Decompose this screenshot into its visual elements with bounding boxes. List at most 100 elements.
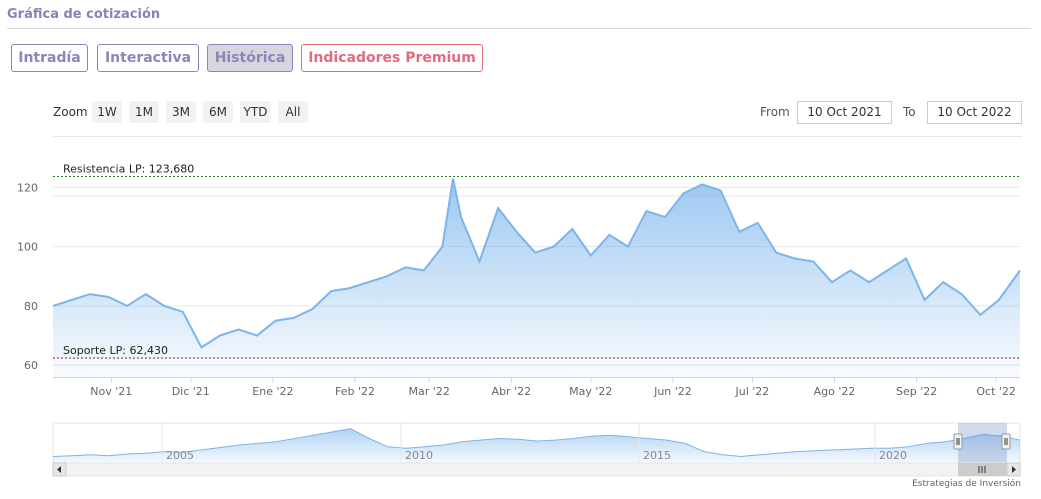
x-tick-label: Mar '22 <box>409 385 450 398</box>
navigator-tick-label: 2020 <box>879 449 907 462</box>
price-point <box>52 305 54 307</box>
price-point <box>534 251 536 253</box>
price-point <box>441 245 443 247</box>
navigator-line <box>52 428 1021 458</box>
x-tick-label: Jul '22 <box>735 385 770 398</box>
price-point <box>831 281 833 283</box>
to-date-input[interactable]: 10 Oct 2022 <box>927 101 1022 124</box>
navigator-handle-left[interactable] <box>953 433 963 450</box>
scrollbar-track[interactable] <box>52 462 1021 477</box>
navigator-tick-label: 2005 <box>166 449 194 462</box>
tab-historica[interactable]: Histórica <box>207 44 293 72</box>
price-point <box>664 216 666 218</box>
navigator-area <box>53 428 1020 463</box>
zoom-label: Zoom <box>53 105 88 119</box>
price-point <box>107 296 109 298</box>
price-point <box>812 260 814 262</box>
price-point <box>126 305 128 307</box>
price-point <box>627 245 629 247</box>
price-point <box>923 299 925 301</box>
support-label: Soporte LP: 62,430 <box>63 344 168 357</box>
price-point <box>219 334 221 336</box>
price-point <box>452 177 454 179</box>
price-point <box>145 293 147 295</box>
price-point <box>775 251 777 253</box>
price-point <box>404 266 406 268</box>
price-point <box>571 228 573 230</box>
title-divider <box>7 28 1031 29</box>
x-tick-label: Abr '22 <box>492 385 532 398</box>
price-point <box>701 183 703 185</box>
price-area <box>53 178 1020 377</box>
price-point <box>200 346 202 348</box>
y-tick-label: 120 <box>17 181 38 194</box>
x-tick-label: Nov '21 <box>90 385 132 398</box>
resistance-label: Resistencia LP: 123,680 <box>63 162 194 175</box>
x-tick-label: Ene '22 <box>252 385 293 398</box>
price-point <box>478 260 480 262</box>
price-point <box>89 293 91 295</box>
navigator-handle-right[interactable] <box>1001 433 1011 450</box>
zoom-button-1w[interactable]: 1W <box>92 101 122 123</box>
chart-credit[interactable]: Estrategias de Inversión <box>912 479 1021 489</box>
zoom-button-6m[interactable]: 6M <box>203 101 233 123</box>
price-point <box>905 257 907 259</box>
price-point <box>1019 269 1021 271</box>
price-point <box>311 308 313 310</box>
zoom-button-3m[interactable]: 3M <box>166 101 196 123</box>
price-point <box>757 222 759 224</box>
tab-intradia[interactable]: Intradía <box>11 44 88 72</box>
zoom-button-1m[interactable]: 1M <box>129 101 159 123</box>
zoom-button-ytd[interactable]: YTD <box>240 101 271 123</box>
from-label: From <box>760 105 790 119</box>
x-tick-label: Feb '22 <box>335 385 375 398</box>
price-point <box>182 311 184 313</box>
price-point <box>719 189 721 191</box>
price-point <box>942 281 944 283</box>
price-point <box>497 207 499 209</box>
price-point <box>886 269 888 271</box>
arrow-left-icon <box>57 466 61 473</box>
price-point <box>590 254 592 256</box>
zoom-button-all[interactable]: All <box>278 101 308 123</box>
page-title: Gráfica de cotización <box>7 7 161 22</box>
x-tick-label: Ago '22 <box>814 385 856 398</box>
navigator-tick-label: 2010 <box>405 449 433 462</box>
x-tick-label: May '22 <box>569 385 612 398</box>
price-point <box>645 210 647 212</box>
y-tick-label: 60 <box>24 359 38 372</box>
tab-interactiva[interactable]: Interactiva <box>97 44 199 72</box>
price-point <box>979 314 981 316</box>
price-point <box>868 281 870 283</box>
arrow-right-icon <box>1012 466 1016 473</box>
y-tick-label: 80 <box>24 300 38 313</box>
x-tick-label: Dic '21 <box>172 385 210 398</box>
navigator-tick-label: 2015 <box>643 449 671 462</box>
price-point <box>293 317 295 319</box>
price-point <box>70 299 72 301</box>
price-point <box>349 287 351 289</box>
price-point <box>237 328 239 330</box>
price-point <box>274 320 276 322</box>
price-point <box>423 269 425 271</box>
price-point <box>961 293 963 295</box>
price-point <box>794 257 796 259</box>
to-label: To <box>903 105 916 119</box>
toolbar-divider <box>53 136 1022 137</box>
price-point <box>163 305 165 307</box>
tab-indicadores-premium[interactable]: Indicadores Premium <box>301 44 483 72</box>
price-point <box>998 299 1000 301</box>
price-point <box>256 334 258 336</box>
navigator-selection[interactable] <box>958 423 1007 463</box>
x-tick-label: Jun '22 <box>653 385 692 398</box>
from-date-input[interactable]: 10 Oct 2021 <box>797 101 892 124</box>
price-point <box>849 269 851 271</box>
price-point <box>553 245 555 247</box>
price-point <box>460 216 462 218</box>
price-point <box>738 231 740 233</box>
y-tick-label: 100 <box>17 241 38 254</box>
price-point <box>330 290 332 292</box>
x-tick-label: Oct '22 <box>976 385 1016 398</box>
price-point <box>608 234 610 236</box>
